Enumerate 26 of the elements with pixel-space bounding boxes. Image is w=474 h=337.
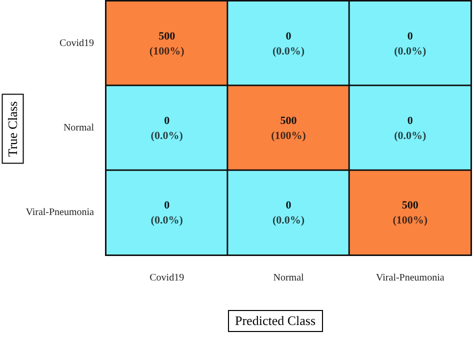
y-tick-label: Viral-Pneumonia [26, 207, 95, 218]
data-label: 500 [280, 115, 298, 127]
data-label: 0 [164, 200, 170, 212]
x-tick-label: Normal [273, 272, 304, 284]
data-label: 500 [158, 30, 176, 42]
data-label: 0 [286, 200, 292, 212]
x-axis-title: Predicted Class [228, 310, 323, 332]
data-label: 500 [402, 200, 419, 212]
data-label: 0 [407, 30, 414, 42]
annotation: (0.0%) [150, 130, 184, 142]
annotation: (100%) [392, 214, 428, 227]
y-axis-title: True Class [2, 94, 24, 164]
annotation: (100%) [149, 45, 185, 58]
data-label: 0 [164, 115, 170, 127]
data-label: 0 [286, 30, 292, 42]
x-tick-label: Covid19 [150, 272, 184, 284]
annotation: (0.0%) [150, 214, 184, 227]
annotation: (100%) [271, 130, 306, 142]
y-tick-label: Normal [63, 122, 94, 134]
y-tick-label: Covid19 [60, 38, 94, 49]
annotation: (0.0%) [272, 214, 305, 227]
annotation: (0.0%) [272, 45, 305, 58]
annotation: (0.0%) [394, 130, 427, 142]
annotation: (0.0%) [394, 45, 427, 58]
data-label: 0 [407, 115, 414, 127]
x-tick-label: Viral-Pneumonia [376, 272, 445, 284]
